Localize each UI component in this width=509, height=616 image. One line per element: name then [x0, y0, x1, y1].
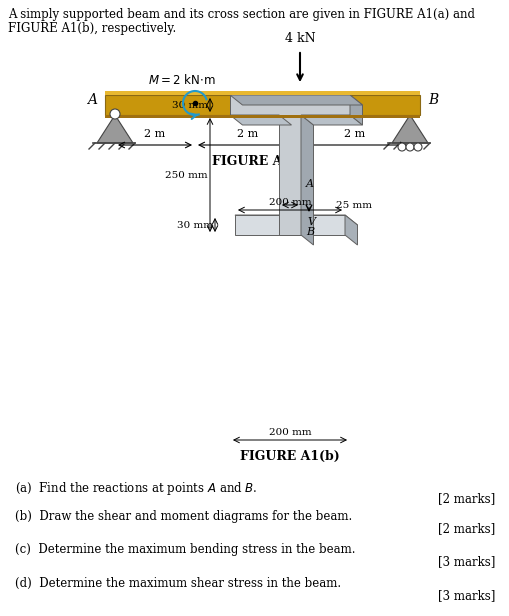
Text: (d)  Determine the maximum shear stress in the beam.: (d) Determine the maximum shear stress i…: [15, 577, 341, 590]
Text: A: A: [306, 179, 314, 189]
Circle shape: [414, 143, 422, 151]
Polygon shape: [230, 95, 362, 105]
Text: [2 marks]: [2 marks]: [438, 492, 495, 505]
Polygon shape: [235, 215, 345, 235]
Circle shape: [406, 143, 414, 151]
Polygon shape: [105, 95, 420, 115]
Polygon shape: [97, 115, 133, 143]
Polygon shape: [350, 95, 362, 125]
Polygon shape: [392, 115, 428, 143]
Polygon shape: [105, 115, 420, 118]
Text: (c)  Determine the maximum bending stress in the beam.: (c) Determine the maximum bending stress…: [15, 543, 355, 556]
Text: V: V: [307, 217, 315, 227]
Polygon shape: [279, 115, 301, 235]
Circle shape: [398, 143, 406, 151]
Polygon shape: [105, 91, 420, 95]
Polygon shape: [345, 215, 357, 245]
Circle shape: [110, 109, 120, 119]
Polygon shape: [301, 115, 362, 125]
Text: $M = 2\ \mathrm{kN{\cdot}m}$: $M = 2\ \mathrm{kN{\cdot}m}$: [148, 73, 216, 87]
Text: 4 kN: 4 kN: [285, 32, 315, 45]
Polygon shape: [230, 115, 292, 125]
Text: 2 m: 2 m: [237, 129, 259, 139]
Text: 30 mm: 30 mm: [177, 221, 213, 230]
Polygon shape: [301, 115, 314, 245]
Text: (a)  Find the reactions at points $A$ and $B$.: (a) Find the reactions at points $A$ and…: [15, 480, 258, 497]
Text: 200 mm: 200 mm: [269, 428, 312, 437]
Text: A: A: [87, 93, 97, 107]
Text: 2 m: 2 m: [345, 129, 365, 139]
Text: 2 m: 2 m: [145, 129, 165, 139]
Text: 250 mm: 250 mm: [165, 171, 208, 179]
Text: (b)  Draw the shear and moment diagrams for the beam.: (b) Draw the shear and moment diagrams f…: [15, 510, 352, 523]
Text: 200 mm: 200 mm: [269, 198, 312, 207]
Text: 30 mm: 30 mm: [172, 100, 208, 110]
Polygon shape: [230, 95, 350, 115]
Text: B: B: [428, 93, 438, 107]
Text: [2 marks]: [2 marks]: [438, 522, 495, 535]
Text: B: B: [306, 227, 314, 237]
Text: FIGURE A1(a): FIGURE A1(a): [212, 155, 312, 168]
Text: FIGURE A1(b): FIGURE A1(b): [240, 450, 340, 463]
Text: FIGURE A1(b), respectively.: FIGURE A1(b), respectively.: [8, 22, 176, 35]
Text: 25 mm: 25 mm: [336, 200, 372, 209]
Text: A simply supported beam and its cross section are given in FIGURE A1(a) and: A simply supported beam and its cross se…: [8, 8, 475, 21]
Text: [3 marks]: [3 marks]: [438, 589, 495, 602]
Text: [3 marks]: [3 marks]: [438, 555, 495, 568]
Polygon shape: [235, 215, 357, 225]
